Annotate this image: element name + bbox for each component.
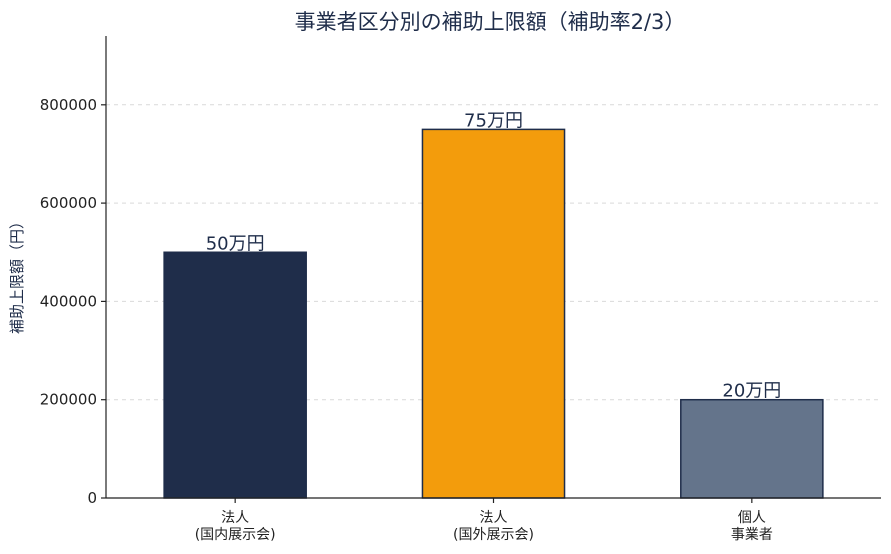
data-label: 50万円 [206, 233, 265, 254]
x-tick-label: 法人 [221, 510, 249, 526]
data-label: 75万円 [464, 110, 523, 131]
bar [680, 398, 824, 499]
y-tick-label: 800000 [40, 96, 97, 114]
x-tick-label: (国内展示会) [195, 527, 276, 543]
bars-layer [163, 128, 824, 499]
x-tick-label: (国外展示会) [453, 527, 534, 543]
y-tick-label: 400000 [40, 292, 97, 310]
y-ticks: 0 200000 400000 600000 800000 [40, 96, 106, 507]
x-tick-label: 個人 [738, 510, 766, 526]
y-tick-label: 200000 [40, 391, 97, 409]
data-label: 20万円 [722, 381, 781, 402]
x-tick-label: 法人 [480, 510, 508, 526]
y-tick-label: 0 [87, 489, 97, 507]
chart-title: 事業者区分別の補助上限額（補助率2/3） [295, 10, 686, 34]
y-tick-label: 600000 [40, 194, 97, 212]
labels-layer: 50万円 75万円 20万円 [206, 110, 782, 401]
bar [421, 128, 566, 499]
y-axis-label: 補助上限額（円） [8, 214, 26, 334]
bar [163, 251, 307, 499]
x-tick-label: 事業者 [731, 527, 773, 543]
